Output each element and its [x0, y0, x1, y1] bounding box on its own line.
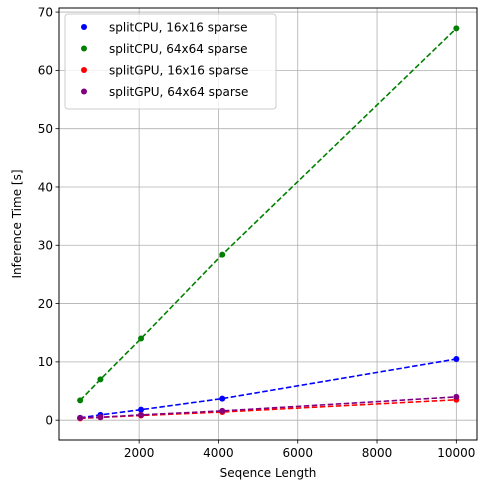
legend-label: splitGPU, 16x16 sparse	[109, 63, 248, 77]
x-tick-label: 4000	[203, 446, 234, 460]
data-point	[219, 395, 226, 402]
y-tick-label: 0	[45, 413, 53, 427]
data-point	[77, 414, 84, 421]
data-point	[453, 25, 460, 32]
data-point	[219, 407, 226, 414]
legend: splitCPU, 16x16 sparse splitCPU, 64x64 sp…	[64, 13, 277, 110]
legend-marker	[81, 24, 87, 30]
y-tick-label: 60	[38, 64, 53, 78]
legend-label: splitGPU, 64x64 sparse	[109, 85, 248, 99]
series-points	[77, 25, 460, 422]
x-tick-label: 8000	[362, 446, 393, 460]
data-point	[138, 406, 145, 413]
legend-label: splitCPU, 16x16 sparse	[109, 20, 248, 34]
plot-frame	[58, 7, 478, 441]
legend-label: splitCPU, 64x64 sparse	[109, 42, 248, 56]
legend-marker	[81, 45, 87, 52]
data-point	[97, 414, 104, 421]
data-point	[219, 251, 226, 258]
x-tick-label: 2000	[124, 446, 155, 460]
y-tick-label: 40	[38, 180, 53, 194]
y-tick-label: 50	[38, 122, 53, 136]
x-axis-label: Seqence Length	[220, 466, 317, 480]
y-tick-label: 30	[38, 239, 53, 253]
axis-ticks: 2000 4000 6000 8000 10000 0 10 20 30 40 50 60 70	[38, 5, 476, 460]
y-axis-label: Inference Time [s]	[10, 169, 24, 278]
x-tick-label: 10000	[437, 446, 475, 460]
x-tick-label: 6000	[282, 446, 313, 460]
legend-marker	[81, 67, 87, 73]
y-tick-label: 10	[38, 355, 53, 369]
data-point	[77, 397, 84, 404]
legend-marker	[81, 88, 87, 95]
y-tick-label: 20	[38, 297, 53, 311]
data-point	[97, 376, 104, 383]
data-point	[453, 393, 460, 400]
data-point	[453, 355, 460, 362]
data-point	[138, 335, 145, 342]
data-point	[138, 411, 145, 418]
y-tick-label: 70	[38, 5, 53, 19]
series-line-4	[80, 396, 457, 419]
legend-box	[64, 13, 277, 110]
series-line-2	[79, 27, 457, 401]
